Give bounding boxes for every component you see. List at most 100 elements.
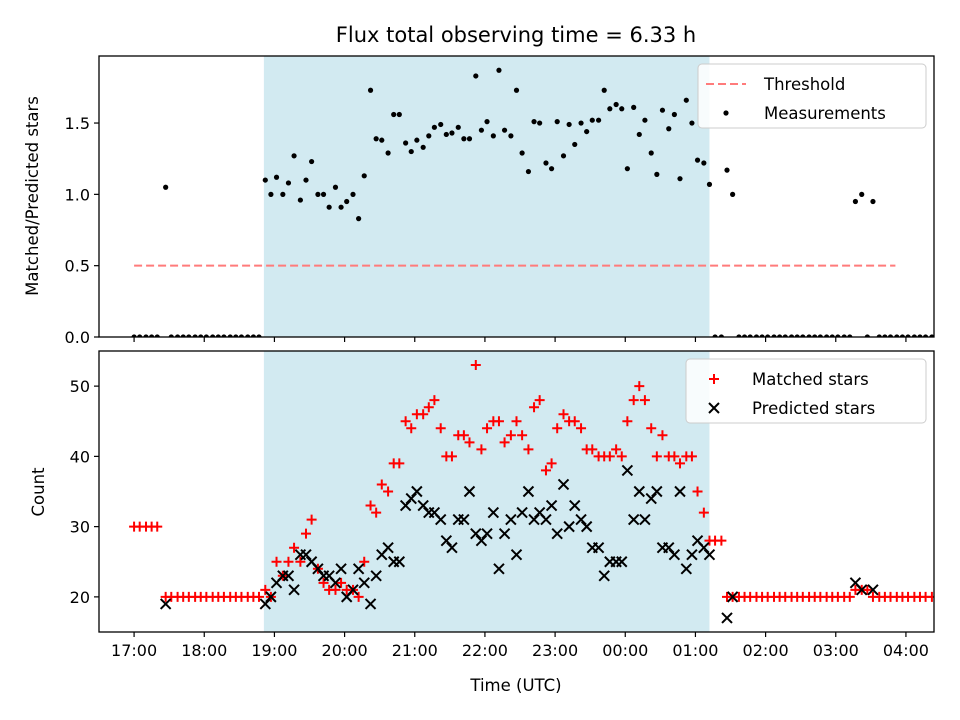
measurement-point bbox=[484, 119, 490, 125]
predicted-stars-marker bbox=[627, 513, 640, 526]
predicted-stars-marker bbox=[633, 485, 646, 498]
matched-stars-marker bbox=[152, 521, 163, 532]
measurement-point bbox=[262, 177, 268, 183]
measurement-point bbox=[414, 137, 420, 143]
matched-stars-marker bbox=[657, 430, 668, 441]
measurement-point bbox=[706, 181, 713, 187]
legend: Matched stars Predicted stars bbox=[685, 358, 927, 424]
measurement-point bbox=[631, 104, 637, 110]
matched-stars-marker bbox=[418, 409, 429, 420]
matched-stars-marker bbox=[926, 591, 934, 602]
measurement-point bbox=[654, 171, 660, 177]
measurement-point bbox=[361, 173, 367, 179]
legend-matched-swatch bbox=[709, 374, 719, 384]
y-tick-label: 1.0 bbox=[65, 185, 90, 204]
series-matched-stars bbox=[129, 360, 934, 602]
measurement-point bbox=[537, 120, 543, 126]
matched-stars-marker bbox=[435, 423, 446, 434]
matched-stars-marker bbox=[300, 528, 311, 539]
x-tick-label: 02:00 bbox=[743, 641, 789, 660]
matched-stars-marker bbox=[365, 500, 376, 511]
predicted-stars-marker bbox=[393, 556, 406, 568]
measurement-point bbox=[578, 120, 584, 126]
predicted-stars-marker bbox=[598, 570, 610, 582]
predicted-stars-marker bbox=[435, 513, 447, 526]
measurement-point bbox=[589, 117, 595, 123]
measurement-point bbox=[560, 153, 567, 159]
measurement-point bbox=[548, 166, 555, 172]
predicted-stars-marker bbox=[159, 598, 172, 610]
predicted-stars-marker bbox=[551, 527, 563, 540]
measurement-point bbox=[379, 137, 385, 143]
measurement-point bbox=[619, 106, 625, 112]
predicted-stars-marker bbox=[335, 563, 347, 575]
y-axis-label-ratio: Matched/Predicted stars bbox=[23, 96, 42, 296]
chart-title: Flux total observing time = 6.33 h bbox=[336, 23, 696, 47]
measurement-point bbox=[519, 150, 525, 156]
y-axis-label-count: Count bbox=[29, 467, 48, 517]
matched-stars-marker bbox=[569, 416, 580, 427]
measurement-point bbox=[332, 184, 339, 190]
predicted-stars-marker bbox=[370, 570, 382, 582]
measurement-point bbox=[607, 106, 613, 112]
predicted-stars-marker bbox=[668, 549, 681, 561]
measurement-point bbox=[508, 133, 514, 139]
measurement-point bbox=[624, 166, 630, 172]
matched-stars-marker bbox=[359, 556, 370, 567]
predicted-stars-marker bbox=[651, 485, 663, 498]
measurement-point bbox=[870, 198, 876, 205]
matched-stars-marker bbox=[669, 451, 680, 462]
measurement-point bbox=[408, 148, 414, 155]
matched-stars-marker bbox=[429, 395, 440, 406]
predicted-stars-marker bbox=[347, 584, 359, 596]
x-tick-label: 18:00 bbox=[181, 641, 227, 660]
measurement-point bbox=[677, 176, 683, 182]
measurement-point bbox=[473, 73, 479, 79]
matched-stars-marker bbox=[493, 416, 504, 427]
matched-stars-marker bbox=[470, 360, 481, 371]
matched-stars-marker bbox=[540, 465, 551, 476]
measurement-point bbox=[601, 87, 607, 93]
predicted-stars-marker bbox=[364, 598, 377, 610]
measurement-point bbox=[689, 120, 695, 126]
x-tick-label: 19:00 bbox=[251, 641, 297, 660]
matched-stars-marker bbox=[639, 395, 650, 406]
matched-stars-marker bbox=[476, 444, 487, 455]
measurement-point bbox=[373, 136, 379, 142]
measurement-point bbox=[391, 111, 397, 118]
predicted-stars-marker bbox=[580, 520, 593, 533]
x-tick-label: 21:00 bbox=[392, 641, 438, 660]
x-tick-label: 20:00 bbox=[322, 641, 368, 660]
predicted-stars-marker bbox=[867, 584, 879, 596]
matched-stars-marker bbox=[844, 591, 855, 602]
measurement-point bbox=[367, 87, 374, 93]
predicted-stars-marker bbox=[498, 527, 511, 540]
measurement-point bbox=[303, 177, 309, 183]
measurement-point bbox=[531, 119, 537, 125]
predicted-stars-marker bbox=[703, 549, 716, 561]
predicted-stars-marker bbox=[463, 485, 476, 498]
matched-stars-marker bbox=[674, 458, 685, 469]
measurement-point bbox=[694, 157, 701, 163]
measurement-point bbox=[724, 167, 730, 173]
matched-stars-marker bbox=[499, 437, 510, 448]
measurement-point bbox=[461, 136, 467, 142]
predicted-stars-marker bbox=[487, 506, 500, 519]
matched-stars-marker bbox=[517, 430, 528, 441]
observing-window-span bbox=[263, 56, 710, 337]
measurement-point bbox=[455, 124, 461, 130]
predicted-stars-marker bbox=[329, 577, 342, 589]
matched-stars-marker bbox=[529, 402, 540, 413]
legend-label: Threshold bbox=[763, 75, 845, 94]
predicted-stars-marker bbox=[288, 584, 300, 596]
predicted-stars-marker bbox=[505, 513, 517, 526]
measurement-point bbox=[268, 191, 274, 197]
matched-stars-marker bbox=[646, 423, 657, 434]
matched-stars-marker bbox=[423, 402, 434, 413]
matched-stars-marker bbox=[446, 451, 457, 462]
predicted-stars-marker bbox=[545, 499, 558, 512]
y-tick-label: 20 bbox=[70, 588, 90, 607]
y-tick-label: 30 bbox=[70, 518, 90, 537]
predicted-stars-marker bbox=[458, 513, 470, 526]
predicted-stars-marker bbox=[358, 577, 370, 589]
